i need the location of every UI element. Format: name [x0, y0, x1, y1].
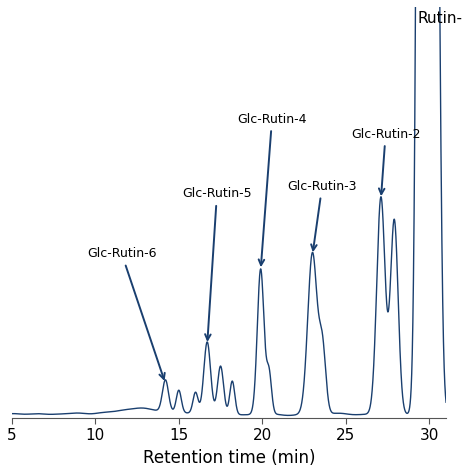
Text: Glc-Rutin-2: Glc-Rutin-2 [351, 128, 420, 194]
Text: Glc-Rutin-3: Glc-Rutin-3 [287, 180, 357, 250]
Text: Glc-Rutin-6: Glc-Rutin-6 [87, 247, 165, 379]
Text: Rutin-: Rutin- [418, 11, 463, 26]
Text: Glc-Rutin-4: Glc-Rutin-4 [237, 112, 307, 265]
X-axis label: Retention time (min): Retention time (min) [143, 449, 315, 467]
Text: Glc-Rutin-5: Glc-Rutin-5 [182, 187, 252, 340]
